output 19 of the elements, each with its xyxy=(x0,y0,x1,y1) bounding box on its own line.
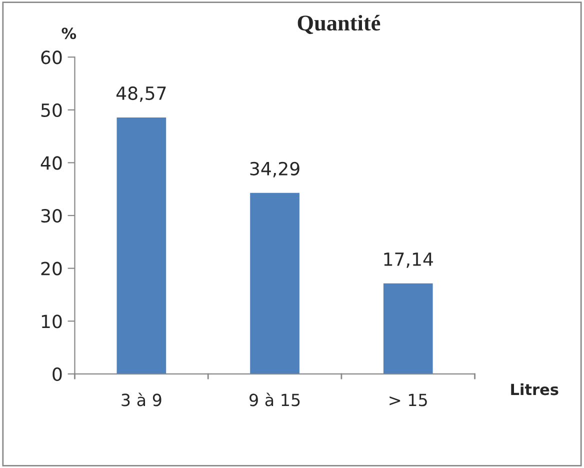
bar xyxy=(250,192,300,374)
y-tick-label: 10 xyxy=(42,314,62,328)
x-tick-label: 9 à 15 xyxy=(250,392,300,406)
chart-title: Quantité xyxy=(298,14,380,34)
y-axis-title: % xyxy=(62,28,76,40)
y-tick-label: 20 xyxy=(41,262,62,276)
bar xyxy=(383,283,433,374)
data-label: 17,14 xyxy=(384,252,433,268)
y-tick-label: 40 xyxy=(40,156,62,170)
x-tick-label: > 15 xyxy=(390,394,427,406)
x-axis-title: Litres xyxy=(511,383,558,396)
data-label: 48,57 xyxy=(116,86,166,102)
y-tick-label: 0 xyxy=(52,367,62,382)
y-tick-label: 30 xyxy=(41,208,62,223)
data-label: 34,29 xyxy=(250,162,300,178)
y-tick-label: 50 xyxy=(41,103,62,118)
x-tick-label: 3 à 9 xyxy=(122,392,162,406)
bar xyxy=(116,117,166,374)
y-tick-label: 60 xyxy=(41,50,62,64)
